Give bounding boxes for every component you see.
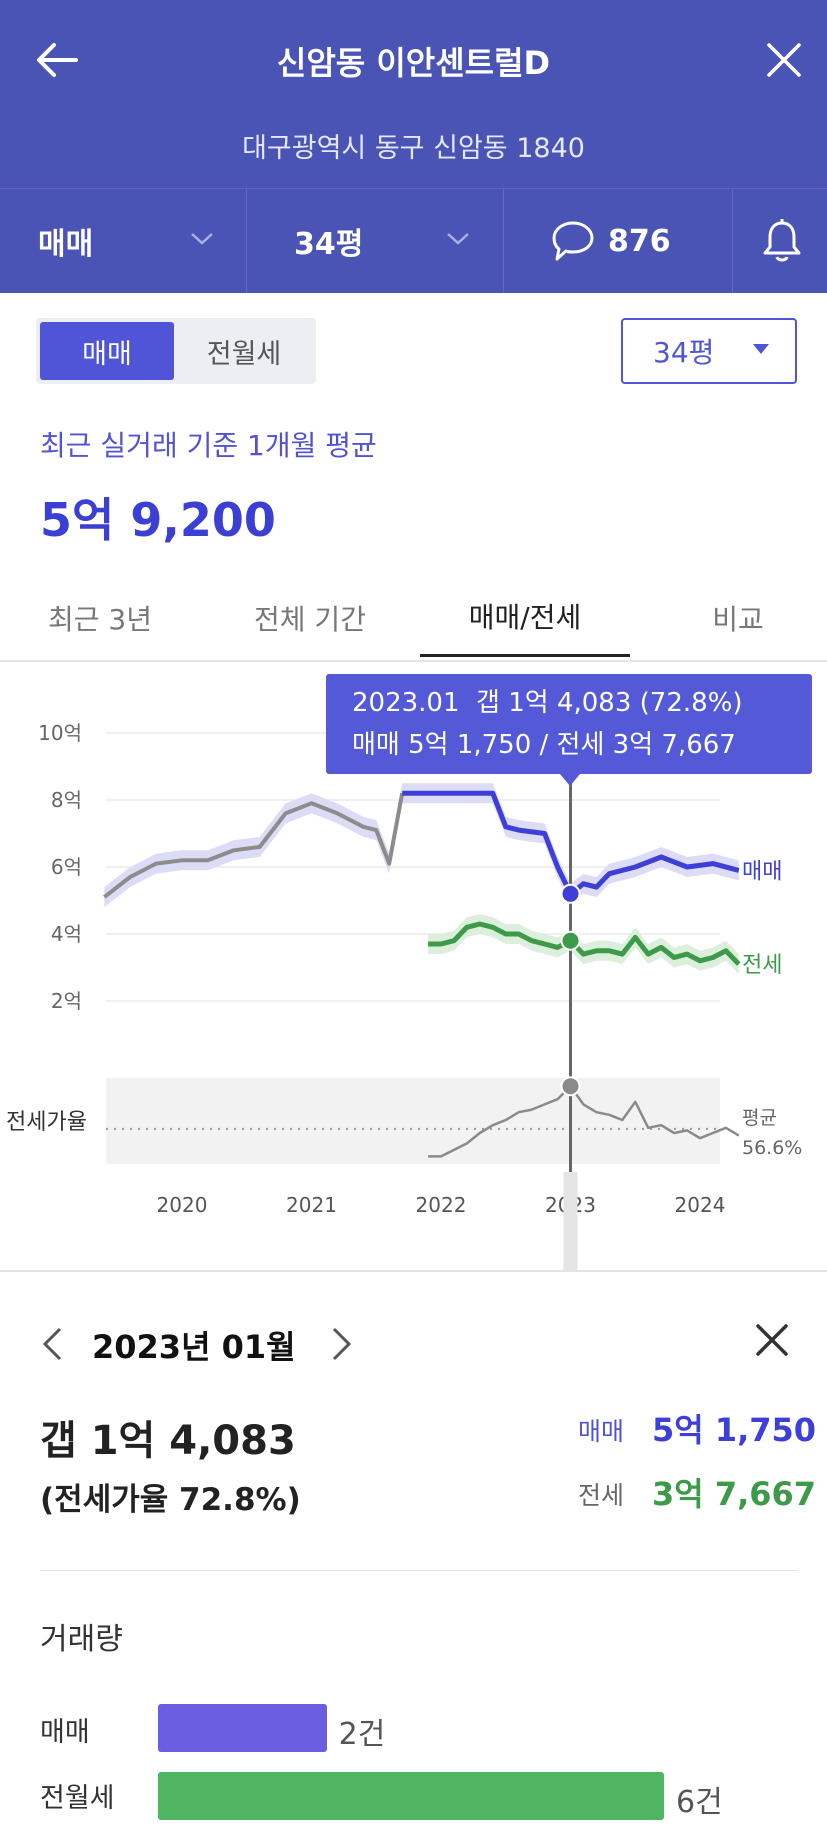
next-month-icon[interactable] [330,1326,354,1362]
notification-button[interactable] [760,189,810,293]
x-tick-label: 2022 [416,1193,467,1217]
jeonse-ratio: (전세가율 72.8%) [40,1482,301,1518]
x-tick-label: 2021 [286,1193,337,1217]
volume-rent-bar [158,1772,664,1820]
series-name-label: 매매 [742,859,782,884]
highlight-point [560,883,581,904]
divider [246,189,247,293]
bell-icon [763,219,801,262]
size-label: 34평 [294,227,364,262]
sale-series-past-line [103,792,405,899]
size-select-value: 34평 [653,336,715,369]
sale-label: 매매 [578,1417,625,1446]
tooltip-line1: 2023.01 갭 1억 4,083 (72.8%) [352,688,743,718]
series-band [428,914,739,975]
detail-month: 2023년 01월 [92,1328,296,1366]
trade-type-label: 매매 [38,227,94,262]
y-tick-label: 4억 [51,922,82,946]
jeonse-series-line [428,921,741,966]
size-select[interactable]: 34평 [621,318,797,384]
chevron-down-icon [191,233,213,245]
volume-sale-count: 2건 [338,1717,386,1752]
y-tick-label: 2억 [51,989,82,1013]
series-name-label: 전세 [742,953,782,978]
sale-series-line [402,790,740,897]
divider [732,189,733,293]
app-header: 신암동 이안센트럴D 대구광역시 동구 신암동 1840 [0,0,827,188]
chevron-down-icon [447,233,469,245]
ratio-avg-value: 56.6% [742,1137,802,1159]
x-tick-label: 2020 [157,1193,208,1217]
close-detail-icon[interactable] [754,1322,790,1358]
ratio-axis-label: 전세가율 [6,1110,87,1135]
comments-button[interactable]: 876 [550,189,730,293]
tooltip-line2: 매매 5억 1,750 / 전세 3억 7,667 [352,730,736,760]
jeonse-label: 전세 [578,1481,625,1510]
volume-sale-bar [158,1704,327,1752]
ratio-avg-label: 평균 [742,1107,777,1129]
tooltip-pointer [560,774,580,786]
tab-compare[interactable]: 비교 [712,603,764,636]
section-divider [40,1570,798,1571]
y-tick-label: 6억 [51,855,82,879]
divider [503,189,504,293]
ratio-series-line [428,1084,740,1158]
gap-amount: 갭 1억 4,083 [40,1418,296,1464]
jeonse-value: 3억 7,667 [652,1475,817,1513]
sale-value: 5억 1,750 [652,1411,817,1449]
speech-bubble-icon [552,221,594,261]
filter-bar: 매매 34평 876 [0,188,827,293]
volume-sale-label: 매매 [40,1717,90,1748]
comment-count: 876 [608,223,671,259]
chart-tooltip: 2023.01 갭 1억 4,083 (72.8%) 매매 5억 1,750 /… [326,674,812,786]
close-icon[interactable] [764,40,804,80]
prev-month-icon[interactable] [40,1326,64,1362]
tab-sale-jeonse[interactable]: 매매/전세 [420,578,630,657]
highlight-point [560,1076,581,1097]
back-arrow-icon[interactable] [34,40,80,80]
size-dropdown[interactable]: 34평 [294,189,474,293]
highlight-point [560,930,581,951]
tab-all-period[interactable]: 전체 기간 [254,603,366,636]
ratio-band [106,1078,720,1164]
highlight-stem [563,1172,578,1272]
toggle-rent[interactable]: 전월세 [206,338,282,370]
volume-rent-count: 6건 [676,1785,723,1820]
trade-type-dropdown[interactable]: 매매 [38,189,218,293]
address-text: 대구광역시 동구 신암동 1840 [242,133,585,164]
average-price: 5억 9,200 [40,493,276,547]
page-title: 신암동 이안센트럴D [276,44,551,82]
x-tick-label: 2024 [675,1193,726,1217]
y-tick-label: 8억 [51,788,82,812]
period-tabs: 최근 3년 전체 기간 매매/전세 비교 [0,578,827,662]
average-label: 최근 실거래 기준 1개월 평균 [40,429,377,462]
tab-recent-3y[interactable]: 최근 3년 [48,603,152,636]
caret-down-icon [753,344,769,354]
y-tick-label: 10억 [38,721,82,745]
trade-toggle: 매매 전월세 [36,318,316,384]
volume-title: 거래량 [40,1622,123,1657]
toggle-sale[interactable]: 매매 [40,322,174,380]
volume-rent-label: 전월세 [40,1783,115,1814]
chart-divider [0,1270,827,1272]
tooltip-box [326,674,812,774]
series-band [104,783,739,908]
